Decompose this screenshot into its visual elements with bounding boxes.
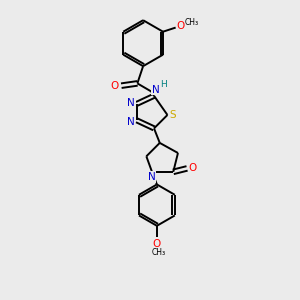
Text: H: H [160, 80, 167, 88]
Text: N: N [148, 172, 155, 182]
Text: N: N [127, 116, 134, 127]
Text: O: O [177, 21, 185, 31]
Text: N: N [152, 85, 160, 94]
Text: O: O [111, 81, 119, 91]
Text: O: O [189, 163, 197, 173]
Text: CH₃: CH₃ [152, 248, 166, 257]
Text: O: O [153, 239, 161, 249]
Text: S: S [170, 110, 176, 120]
Text: CH₃: CH₃ [185, 18, 199, 27]
Text: N: N [127, 98, 135, 108]
